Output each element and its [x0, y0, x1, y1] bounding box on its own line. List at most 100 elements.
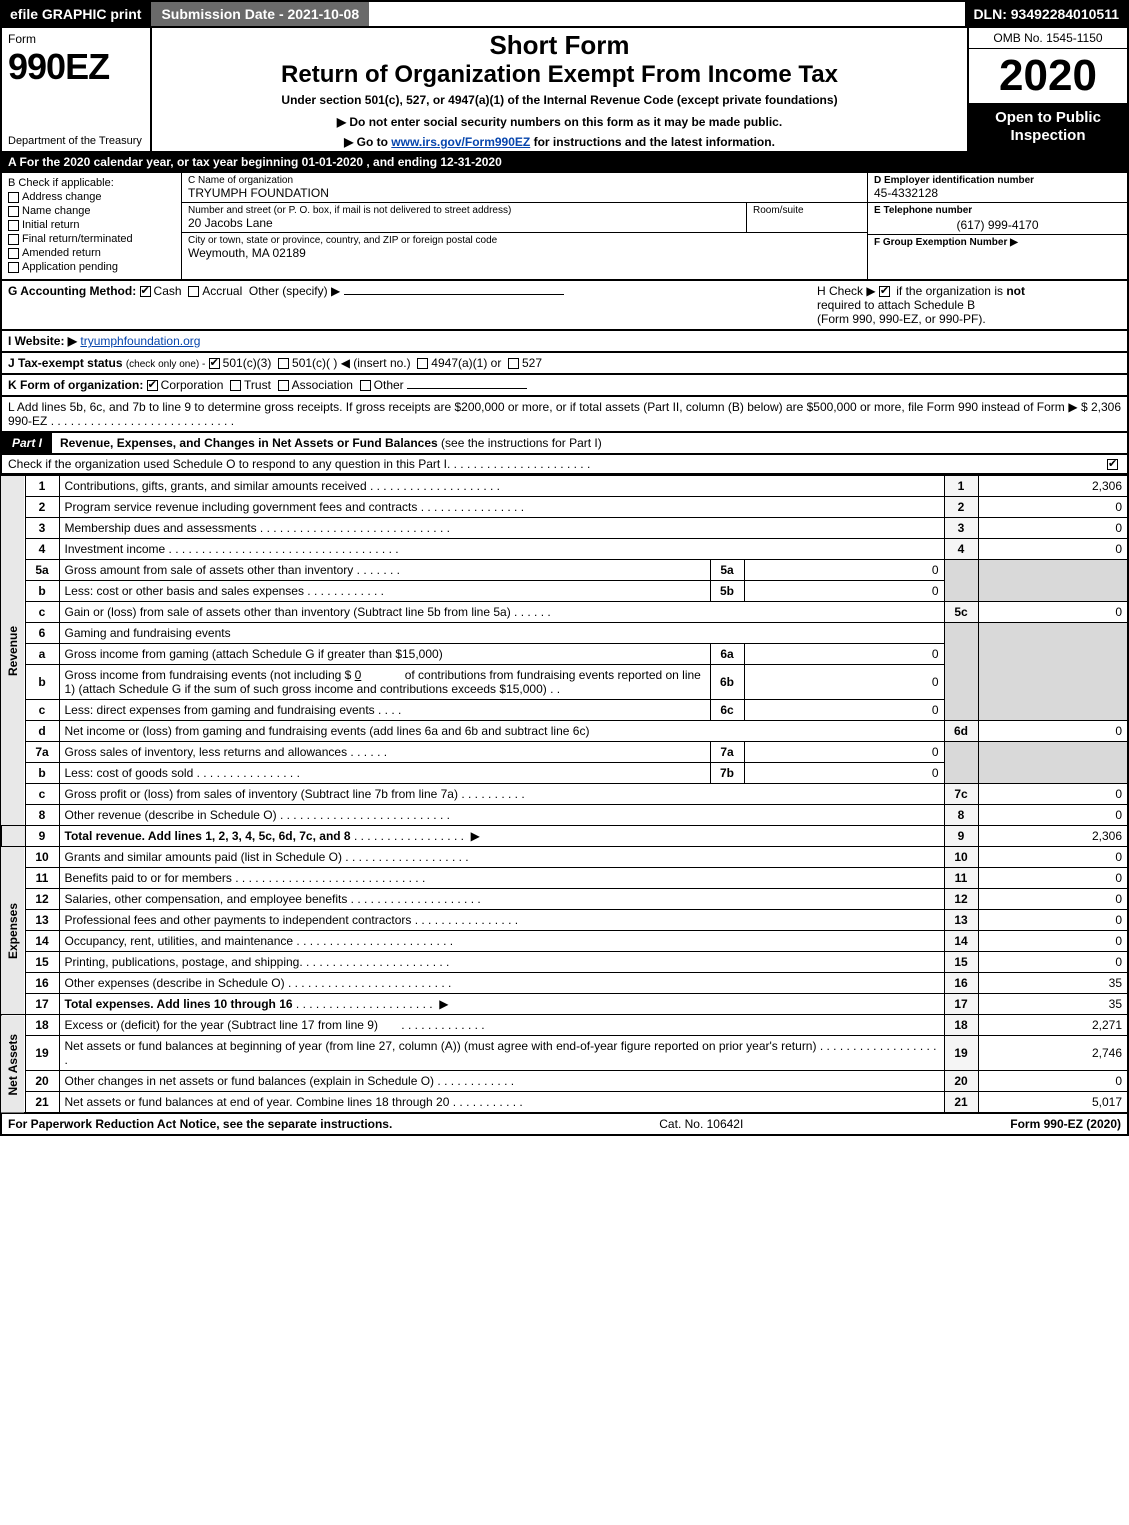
line-14: 14Occupancy, rent, utilities, and mainte… — [1, 931, 1128, 952]
line-10: Expenses 10Grants and similar amounts pa… — [1, 847, 1128, 868]
room-label: Room/suite — [753, 205, 861, 216]
k-trust: Trust — [244, 378, 271, 392]
l-text: L Add lines 5b, 6c, and 7b to line 9 to … — [8, 400, 1065, 428]
goto-link[interactable]: www.irs.gov/Form990EZ — [391, 135, 530, 149]
g-cash-check[interactable] — [140, 286, 151, 297]
h-not: not — [1006, 284, 1025, 298]
line-6: 6Gaming and fundraising events — [1, 623, 1128, 644]
goto-line: ▶ Go to www.irs.gov/Form990EZ for instru… — [158, 135, 961, 149]
part1-bar: Part I Revenue, Expenses, and Changes in… — [0, 433, 1129, 455]
part1-title: Revenue, Expenses, and Changes in Net As… — [60, 436, 438, 450]
chk-final-return[interactable]: Final return/terminated — [8, 233, 175, 245]
line-7a: 7aGross sales of inventory, less returns… — [1, 742, 1128, 763]
line-8: 8Other revenue (describe in Schedule O) … — [1, 805, 1128, 826]
line-18: Net Assets 18Excess or (deficit) for the… — [1, 1015, 1128, 1036]
row-a-taxyear: A For the 2020 calendar year, or tax yea… — [0, 153, 1129, 173]
k-other-check[interactable] — [360, 380, 371, 391]
h-post: if the organization is — [893, 284, 1006, 298]
h-check[interactable] — [879, 286, 890, 297]
chk-address-change[interactable]: Address change — [8, 191, 175, 203]
k-corp-check[interactable] — [147, 380, 158, 391]
line-6d: dNet income or (loss) from gaming and fu… — [1, 721, 1128, 742]
k-assoc-check[interactable] — [278, 380, 289, 391]
line-15: 15Printing, publications, postage, and s… — [1, 952, 1128, 973]
short-form-title: Short Form — [158, 30, 961, 61]
row-k: K Form of organization: Corporation Trus… — [0, 375, 1129, 397]
header-mid: Short Form Return of Organization Exempt… — [152, 28, 967, 151]
g-accrual-check[interactable] — [188, 286, 199, 297]
header-right: OMB No. 1545-1150 2020 Open to Public In… — [967, 28, 1127, 151]
tax-year: 2020 — [969, 49, 1127, 103]
line-11: 11Benefits paid to or for members . . . … — [1, 868, 1128, 889]
chk-application-pending[interactable]: Application pending — [8, 261, 175, 273]
row-gh: G Accounting Method: Cash Accrual Other … — [0, 281, 1129, 331]
g-other-line[interactable] — [344, 294, 564, 295]
line-4: 4Investment income . . . . . . . . . . .… — [1, 539, 1128, 560]
footer-right: Form 990-EZ (2020) — [1010, 1117, 1121, 1131]
h-line3: (Form 990, 990-EZ, or 990-PF). — [817, 312, 986, 326]
return-title: Return of Organization Exempt From Incom… — [158, 61, 961, 89]
k-other: Other — [374, 378, 404, 392]
k-other-line[interactable] — [407, 388, 527, 389]
j-501c: 501(c)( ) ◀ (insert no.) — [292, 356, 411, 370]
k-corp: Corporation — [161, 378, 224, 392]
j-4947-check[interactable] — [417, 358, 428, 369]
line-17: 17Total expenses. Add lines 10 through 1… — [1, 994, 1128, 1015]
side-netassets: Net Assets — [1, 1015, 25, 1114]
j-label: J Tax-exempt status — [8, 356, 123, 370]
chk-amended-return[interactable]: Amended return — [8, 247, 175, 259]
address-row: Number and street (or P. O. box, if mail… — [182, 203, 867, 233]
j-527: 527 — [522, 356, 542, 370]
k-trust-check[interactable] — [230, 380, 241, 391]
l-amount: ▶ $ 2,306 — [1068, 400, 1121, 428]
line-1: Revenue 1Contributions, gifts, grants, a… — [1, 476, 1128, 497]
f-group: F Group Exemption Number ▶ — [868, 235, 1127, 279]
goto-post: for instructions and the latest informat… — [530, 135, 775, 149]
ssn-warning: ▶ Do not enter social security numbers o… — [158, 115, 961, 129]
line-5c: cGain or (loss) from sale of assets othe… — [1, 602, 1128, 623]
g-cash: Cash — [154, 284, 182, 298]
j-501c-check[interactable] — [278, 358, 289, 369]
h-pre: H Check ▶ — [817, 284, 879, 298]
g-accrual: Accrual — [202, 284, 242, 298]
part1-check-text: Check if the organization used Schedule … — [8, 457, 447, 471]
open-inspection: Open to Public Inspection — [969, 103, 1127, 151]
j-527-check[interactable] — [508, 358, 519, 369]
d-ein: D Employer identification number 45-4332… — [868, 173, 1127, 203]
dln: DLN: 93492284010511 — [965, 2, 1127, 26]
side-revenue: Revenue — [1, 476, 25, 826]
part1-schedO-check[interactable] — [1107, 459, 1118, 470]
submission-date: Submission Date - 2021-10-08 — [149, 2, 369, 26]
form-header: Form 990EZ Department of the Treasury Sh… — [0, 28, 1129, 153]
phone-value: (617) 999-4170 — [874, 216, 1121, 232]
c-label: C Name of organization — [188, 175, 861, 186]
part1-tag: Part I — [2, 433, 52, 453]
efile-print[interactable]: efile GRAPHIC print — [2, 2, 149, 26]
chk-name-change[interactable]: Name change — [8, 205, 175, 217]
line-20: 20Other changes in net assets or fund ba… — [1, 1071, 1128, 1092]
top-bar: efile GRAPHIC print Submission Date - 20… — [0, 0, 1129, 28]
j-4947: 4947(a)(1) or — [431, 356, 501, 370]
city-label: City or town, state or province, country… — [188, 235, 861, 246]
line-2: 2Program service revenue including gover… — [1, 497, 1128, 518]
f-label: F Group Exemption Number ▶ — [874, 237, 1121, 248]
line-5a: 5aGross amount from sale of assets other… — [1, 560, 1128, 581]
h-block: H Check ▶ if the organization is not req… — [811, 284, 1121, 326]
city-value: Weymouth, MA 02189 — [188, 246, 861, 260]
website-link[interactable]: tryumphfoundation.org — [80, 334, 200, 348]
side-expenses: Expenses — [1, 847, 25, 1015]
city-cell: City or town, state or province, country… — [182, 233, 867, 262]
part1-checkline: Check if the organization used Schedule … — [0, 455, 1129, 475]
section-c: C Name of organization TRYUMPH FOUNDATIO… — [182, 173, 867, 279]
j-501c3-check[interactable] — [209, 358, 220, 369]
g-label: G Accounting Method: — [8, 284, 136, 298]
k-assoc: Association — [292, 378, 353, 392]
j-501c3: 501(c)(3) — [223, 356, 272, 370]
e-phone: E Telephone number (617) 999-4170 — [868, 203, 1127, 235]
ein-value: 45-4332128 — [874, 186, 1121, 200]
g-other: Other (specify) ▶ — [249, 284, 340, 298]
chk-initial-return[interactable]: Initial return — [8, 219, 175, 231]
section-def: D Employer identification number 45-4332… — [867, 173, 1127, 279]
line-16: 16Other expenses (describe in Schedule O… — [1, 973, 1128, 994]
footer-left: For Paperwork Reduction Act Notice, see … — [8, 1117, 392, 1131]
